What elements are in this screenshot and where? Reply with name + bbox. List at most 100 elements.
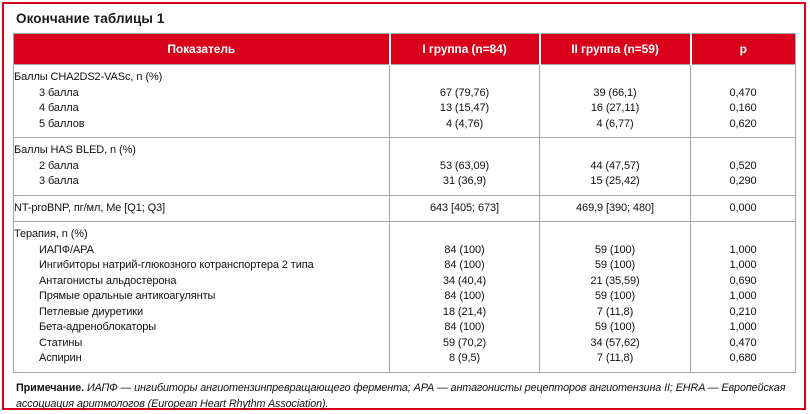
- group1-value: 34 (40,4): [389, 273, 540, 289]
- group2-value: 44 (47,57): [539, 158, 691, 174]
- row-label: 5 баллов: [39, 117, 85, 130]
- footnote-label: Примечание.: [16, 381, 85, 394]
- p-value: 1,000: [690, 289, 796, 305]
- group2-value: 59 (100): [539, 289, 691, 305]
- group1-value: 84 (100): [389, 289, 540, 305]
- table-row: ИАПФ/АРА 84 (100) 59 (100) 1,000: [14, 242, 796, 258]
- group1-value: 13 (15,47): [389, 101, 540, 117]
- table-section-1: Баллы HAS BLED, n (%) 2 балла 53 (63,09) 44…: [13, 137, 796, 195]
- row-label: Баллы HAS BLED, n (%): [14, 144, 136, 156]
- table-row: 5 баллов 4 (4,76) 4 (6,77) 0,620: [14, 116, 796, 138]
- p-value: [690, 221, 796, 243]
- group2-value: 7 (11,8): [539, 304, 691, 320]
- row-label: ИАПФ/АРА: [39, 243, 94, 256]
- group1-value: 67 (79,76): [389, 85, 540, 101]
- table-row: Антагонисты альдостерона 34 (40,4) 21 (35,…: [14, 273, 796, 289]
- column-header-1: I группа (n=84): [388, 33, 540, 65]
- group2-value: 59 (100): [539, 320, 691, 336]
- p-value: 0,620: [690, 116, 796, 138]
- p-value: 1,000: [690, 258, 796, 274]
- group1-value: 4 (4,76): [389, 116, 540, 138]
- footnote-text: ИАПФ — ингибиторы ангиотензинпревращающе…: [16, 381, 786, 411]
- row-label: 3 балла: [39, 86, 79, 99]
- table-row: Баллы CHA2DS2-VASc, n (%): [14, 64, 796, 86]
- column-header-0: Показатель: [13, 33, 390, 65]
- figure-frame: Окончание таблицы 1 Показатель I группа (…: [2, 2, 806, 410]
- row-label: Баллы CHA2DS2-VASc, n (%): [14, 71, 163, 83]
- p-value: 0,160: [690, 101, 796, 117]
- results-table: Показатель I группа (n=84) II группа (n=59…: [13, 33, 796, 373]
- row-label: NT-proBNP, пг/мл, Me [Q1; Q3]: [14, 201, 166, 214]
- p-value: [690, 137, 796, 159]
- group2-value: 34 (57,62): [539, 335, 691, 351]
- table-row: 4 балла 13 (15,47) 16 (27,11) 0,160: [14, 101, 796, 117]
- table-row: Терапия, n (%): [14, 221, 796, 243]
- row-label: Петлевые диуретики: [39, 305, 144, 318]
- table-row: 3 балла 67 (79,76) 39 (66,1) 0,470: [14, 85, 796, 101]
- group2-value: 16 (27,11): [539, 101, 691, 117]
- p-value: 0,290: [690, 174, 796, 195]
- row-label: Терапия, n (%): [14, 228, 88, 240]
- table-section-0: Баллы CHA2DS2-VASc, n (%) 3 балла 67 (79,7…: [13, 64, 796, 138]
- group2-value: 15 (25,42): [539, 174, 691, 195]
- figure-content: Окончание таблицы 1 Показатель I группа (…: [4, 4, 804, 413]
- p-value: 0,000: [690, 195, 796, 222]
- table-row: Бета-адреноблокаторы 84 (100) 59 (100) 1,00…: [14, 320, 796, 336]
- group1-value: [389, 64, 540, 86]
- column-header-3: p: [689, 33, 796, 65]
- p-value: 1,000: [690, 320, 796, 336]
- table-caption: Окончание таблицы 1: [16, 11, 165, 26]
- row-label: Бета-адреноблокаторы: [39, 321, 157, 333]
- group1-value: 84 (100): [389, 320, 540, 336]
- group1-value: 643 [405; 673]: [389, 195, 540, 222]
- table-row: 2 балла 53 (63,09) 44 (47,57) 0,520: [14, 158, 796, 174]
- table-row: NT-proBNP, пг/мл, Me [Q1; Q3] 643 [405; 6…: [14, 195, 796, 222]
- group1-value: 59 (70,2): [389, 335, 540, 351]
- column-header-2: II группа (n=59): [538, 33, 691, 65]
- table-section-3: Терапия, n (%) ИАПФ/АРА 84 (100) 59 (100) 1,…: [13, 221, 796, 372]
- group1-value: [389, 221, 540, 243]
- p-value: 1,000: [690, 242, 796, 258]
- group2-value: 21 (35,59): [539, 273, 691, 289]
- table-row: Статины 59 (70,2) 34 (57,62) 0,470: [14, 335, 796, 351]
- row-label: 2 балла: [39, 159, 79, 172]
- group2-value: 59 (100): [539, 242, 691, 258]
- row-label: 4 балла: [39, 102, 79, 114]
- table-row: Петлевые диуретики 18 (21,4) 7 (11,8) 0,210: [14, 304, 796, 320]
- row-label: Прямые оральные антикоагулянты: [39, 290, 216, 302]
- p-value: 0,680: [690, 351, 796, 372]
- group1-value: 31 (36,9): [389, 174, 540, 195]
- row-label: Аспирин: [39, 352, 82, 364]
- p-value: [690, 64, 796, 86]
- group1-value: 18 (21,4): [389, 304, 540, 320]
- table-row: Прямые оральные антикоагулянты 84 (100) 59…: [14, 289, 796, 305]
- row-label: Ингибиторы натрий-глюкозного котранспорт…: [39, 259, 314, 271]
- table-row: Аспирин 8 (9,5) 7 (11,8) 0,680: [14, 351, 796, 372]
- table-header: Показатель I группа (n=84) II группа (n=59…: [13, 33, 796, 65]
- table-header-row: Показатель I группа (n=84) II группа (n=59…: [13, 33, 796, 65]
- row-label: Антагонисты альдостерона: [39, 274, 177, 287]
- group1-value: 84 (100): [389, 258, 540, 274]
- group2-value: 4 (6,77): [539, 116, 691, 138]
- table-section-2: NT-proBNP, пг/мл, Me [Q1; Q3] 643 [405; 6…: [13, 195, 796, 222]
- group1-value: 53 (63,09): [389, 158, 540, 174]
- group2-value: [539, 221, 691, 243]
- footnote: Примечание. ИАПФ — ингибиторы ангиотензи…: [13, 380, 796, 413]
- group2-value: [539, 64, 691, 86]
- group2-value: 39 (66,1): [539, 85, 691, 101]
- group2-value: [539, 137, 691, 159]
- group1-value: 8 (9,5): [389, 351, 540, 372]
- table-row: Баллы HAS BLED, n (%): [14, 137, 796, 159]
- p-value: 0,470: [690, 85, 796, 101]
- row-label: 3 балла: [39, 175, 79, 187]
- table-row: 3 балла 31 (36,9) 15 (25,42) 0,290: [14, 174, 796, 195]
- group2-value: 7 (11,8): [539, 351, 691, 372]
- p-value: 0,520: [690, 158, 796, 174]
- p-value: 0,690: [690, 273, 796, 289]
- group2-value: 59 (100): [539, 258, 691, 274]
- row-label: Статины: [39, 336, 83, 349]
- group2-value: 469,9 [390; 480]: [539, 195, 691, 222]
- p-value: 0,210: [690, 304, 796, 320]
- group1-value: [389, 137, 540, 159]
- p-value: 0,470: [690, 335, 796, 351]
